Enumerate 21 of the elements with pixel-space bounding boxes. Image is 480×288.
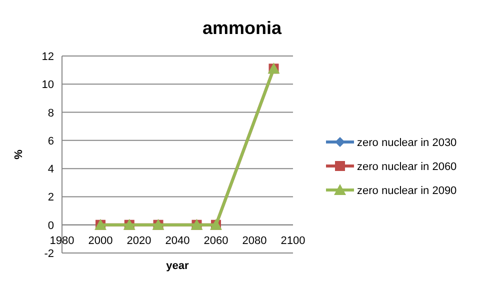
y-tick-label: 6 bbox=[48, 135, 54, 148]
x-tick-label: 2100 bbox=[280, 234, 306, 247]
y-tick-label: 0 bbox=[48, 220, 54, 232]
y-tick-label: 4 bbox=[48, 164, 54, 176]
y-tick-label: 12 bbox=[42, 51, 54, 63]
x-tick-label: 2060 bbox=[204, 234, 228, 247]
x-tick-label: 2080 bbox=[242, 234, 267, 247]
x-tick-label: 1980 bbox=[50, 234, 74, 247]
x-tick-label: 2000 bbox=[88, 234, 113, 247]
chart-title: ammonia bbox=[202, 18, 282, 38]
y-tick-label: 2 bbox=[48, 192, 54, 204]
y-tick-label: 8 bbox=[48, 107, 54, 120]
y-tick-label: -2 bbox=[44, 248, 54, 260]
y-axis-title: % bbox=[13, 149, 25, 160]
x-tick-label: 2040 bbox=[165, 234, 190, 247]
y-tick-label: 10 bbox=[42, 79, 54, 92]
x-tick-label: 2020 bbox=[126, 234, 152, 247]
legend-label: zero nuclear in 2090 bbox=[357, 185, 457, 197]
x-axis-title: year bbox=[166, 260, 190, 272]
legend-label: zero nuclear in 2030 bbox=[357, 137, 457, 149]
legend-label: zero nuclear in 2060 bbox=[357, 161, 457, 173]
